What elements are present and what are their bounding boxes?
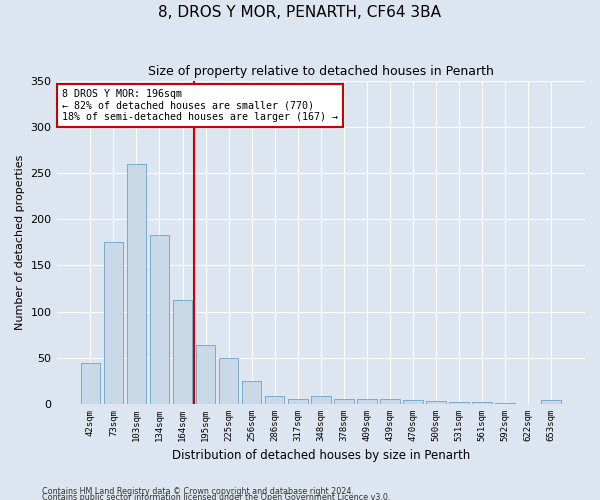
Text: Contains HM Land Registry data © Crown copyright and database right 2024.: Contains HM Land Registry data © Crown c…: [42, 486, 354, 496]
Bar: [403, 400, 423, 404]
Bar: [265, 396, 284, 404]
Text: 8, DROS Y MOR, PENARTH, CF64 3BA: 8, DROS Y MOR, PENARTH, CF64 3BA: [158, 5, 442, 20]
Bar: [149, 235, 169, 404]
Bar: [173, 300, 193, 404]
Text: Contains public sector information licensed under the Open Government Licence v3: Contains public sector information licen…: [42, 492, 391, 500]
Bar: [311, 396, 331, 404]
Bar: [288, 400, 308, 404]
Bar: [127, 164, 146, 404]
Bar: [357, 398, 377, 404]
Bar: [334, 400, 353, 404]
Bar: [380, 400, 400, 404]
Bar: [104, 242, 123, 404]
Text: 8 DROS Y MOR: 196sqm
← 82% of detached houses are smaller (770)
18% of semi-deta: 8 DROS Y MOR: 196sqm ← 82% of detached h…: [62, 88, 338, 122]
Bar: [219, 358, 238, 404]
Bar: [242, 381, 262, 404]
Bar: [426, 402, 446, 404]
Bar: [541, 400, 561, 404]
X-axis label: Distribution of detached houses by size in Penarth: Distribution of detached houses by size …: [172, 450, 470, 462]
Bar: [449, 402, 469, 404]
Bar: [80, 364, 100, 404]
Bar: [496, 403, 515, 404]
Bar: [472, 402, 492, 404]
Y-axis label: Number of detached properties: Number of detached properties: [15, 154, 25, 330]
Bar: [196, 345, 215, 404]
Title: Size of property relative to detached houses in Penarth: Size of property relative to detached ho…: [148, 65, 494, 78]
